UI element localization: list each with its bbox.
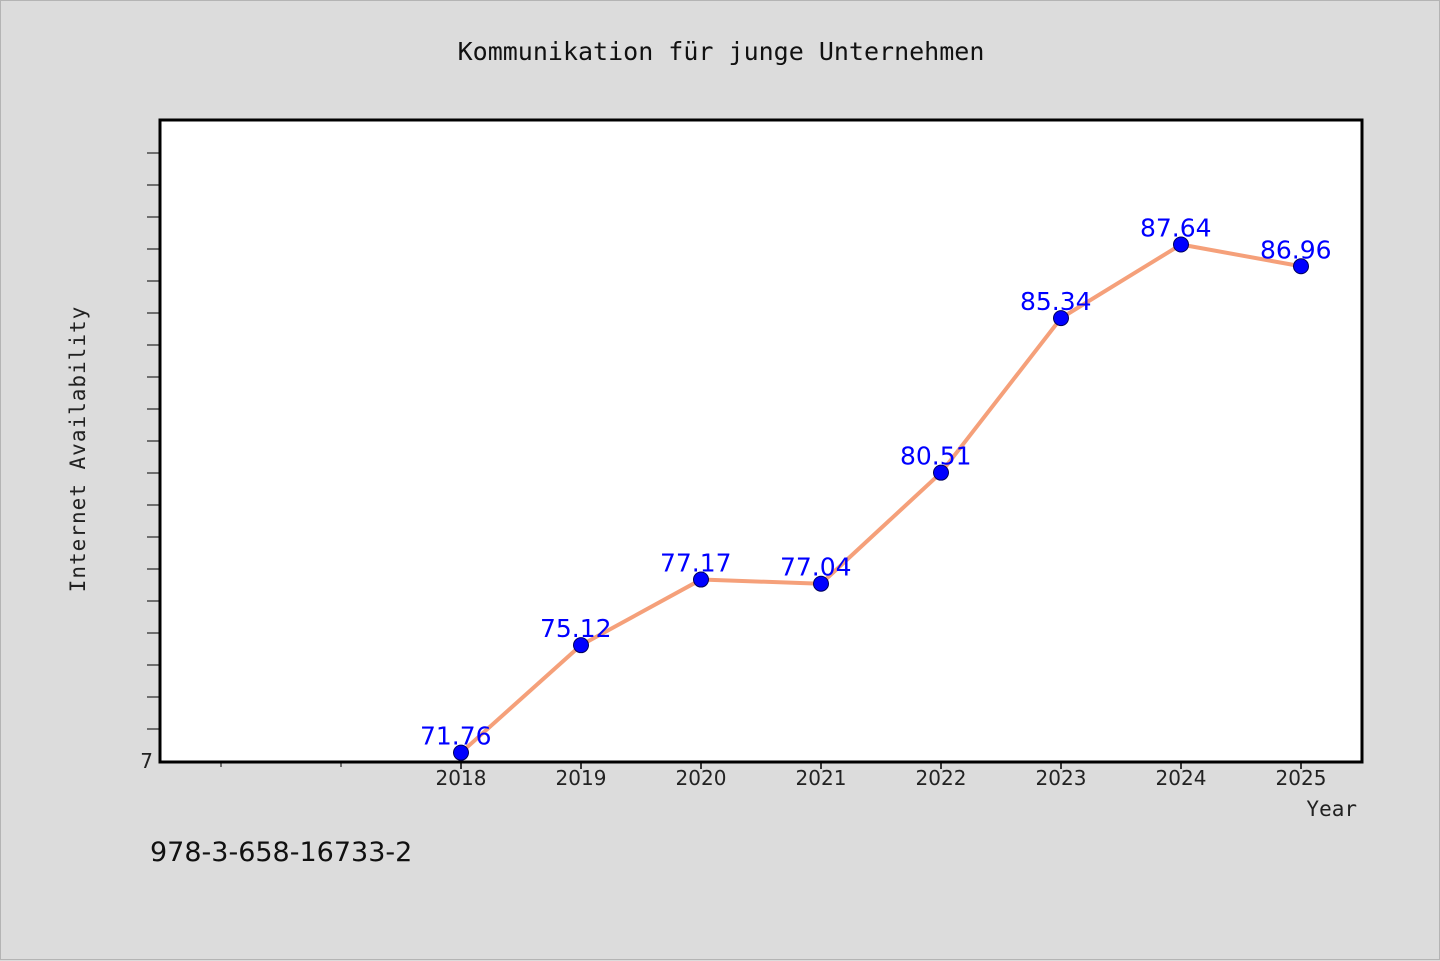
data-point-2022: [933, 464, 949, 481]
x-tick-label-2022: 2022: [916, 766, 967, 790]
data-label-2020: 77.17: [660, 549, 732, 578]
x-tick-label-2025: 2025: [1276, 766, 1327, 790]
data-label-2022: 80.51: [900, 442, 972, 471]
data-point-2021: [813, 575, 829, 592]
data-label-2024: 87.64: [1140, 214, 1212, 243]
x-tick-label-2020: 2020: [676, 766, 727, 790]
y-axis-ticks: 7: [140, 152, 161, 773]
series-line: [459, 242, 1302, 755]
y-tick-label: 7: [140, 749, 153, 773]
x-tick-label-2018: 2018: [436, 766, 487, 790]
data-point-2020: [693, 571, 709, 588]
data-point-2018: [453, 744, 469, 761]
data-labels: 71.76 75.12 77.17 77.04 80.51 85.34 87.64 86.96: [420, 214, 1332, 751]
isbn-text: 978-3-658-16733-2: [150, 837, 413, 868]
x-axis-ticks: 2018 2019 2020 2021 2022 2023 2024 2025: [220, 761, 1327, 790]
plot-background: [158, 118, 1364, 764]
y-axis-label: Internet Availability: [66, 305, 90, 593]
data-label-2025: 86.96: [1260, 235, 1332, 264]
data-point-2025: [1293, 258, 1309, 275]
x-axis-label: Year: [1306, 797, 1357, 821]
data-point-2023: [1053, 310, 1069, 327]
data-label-2019: 75.12: [540, 614, 612, 643]
x-tick-label-2019: 2019: [556, 766, 607, 790]
data-point-2024: [1173, 236, 1189, 253]
data-point-2019: [573, 637, 589, 654]
x-tick-label-2024: 2024: [1156, 766, 1207, 790]
data-label-2023: 85.34: [1020, 287, 1092, 316]
data-label-2021: 77.04: [780, 553, 852, 582]
x-tick-label-2021: 2021: [796, 766, 847, 790]
x-tick-label-2023: 2023: [1036, 766, 1087, 790]
data-label-2018: 71.76: [420, 722, 492, 751]
data-markers: [453, 236, 1309, 761]
series-line-group: [459, 242, 1302, 755]
chart-title: Kommunikation für junge Unternehmen: [457, 37, 985, 66]
